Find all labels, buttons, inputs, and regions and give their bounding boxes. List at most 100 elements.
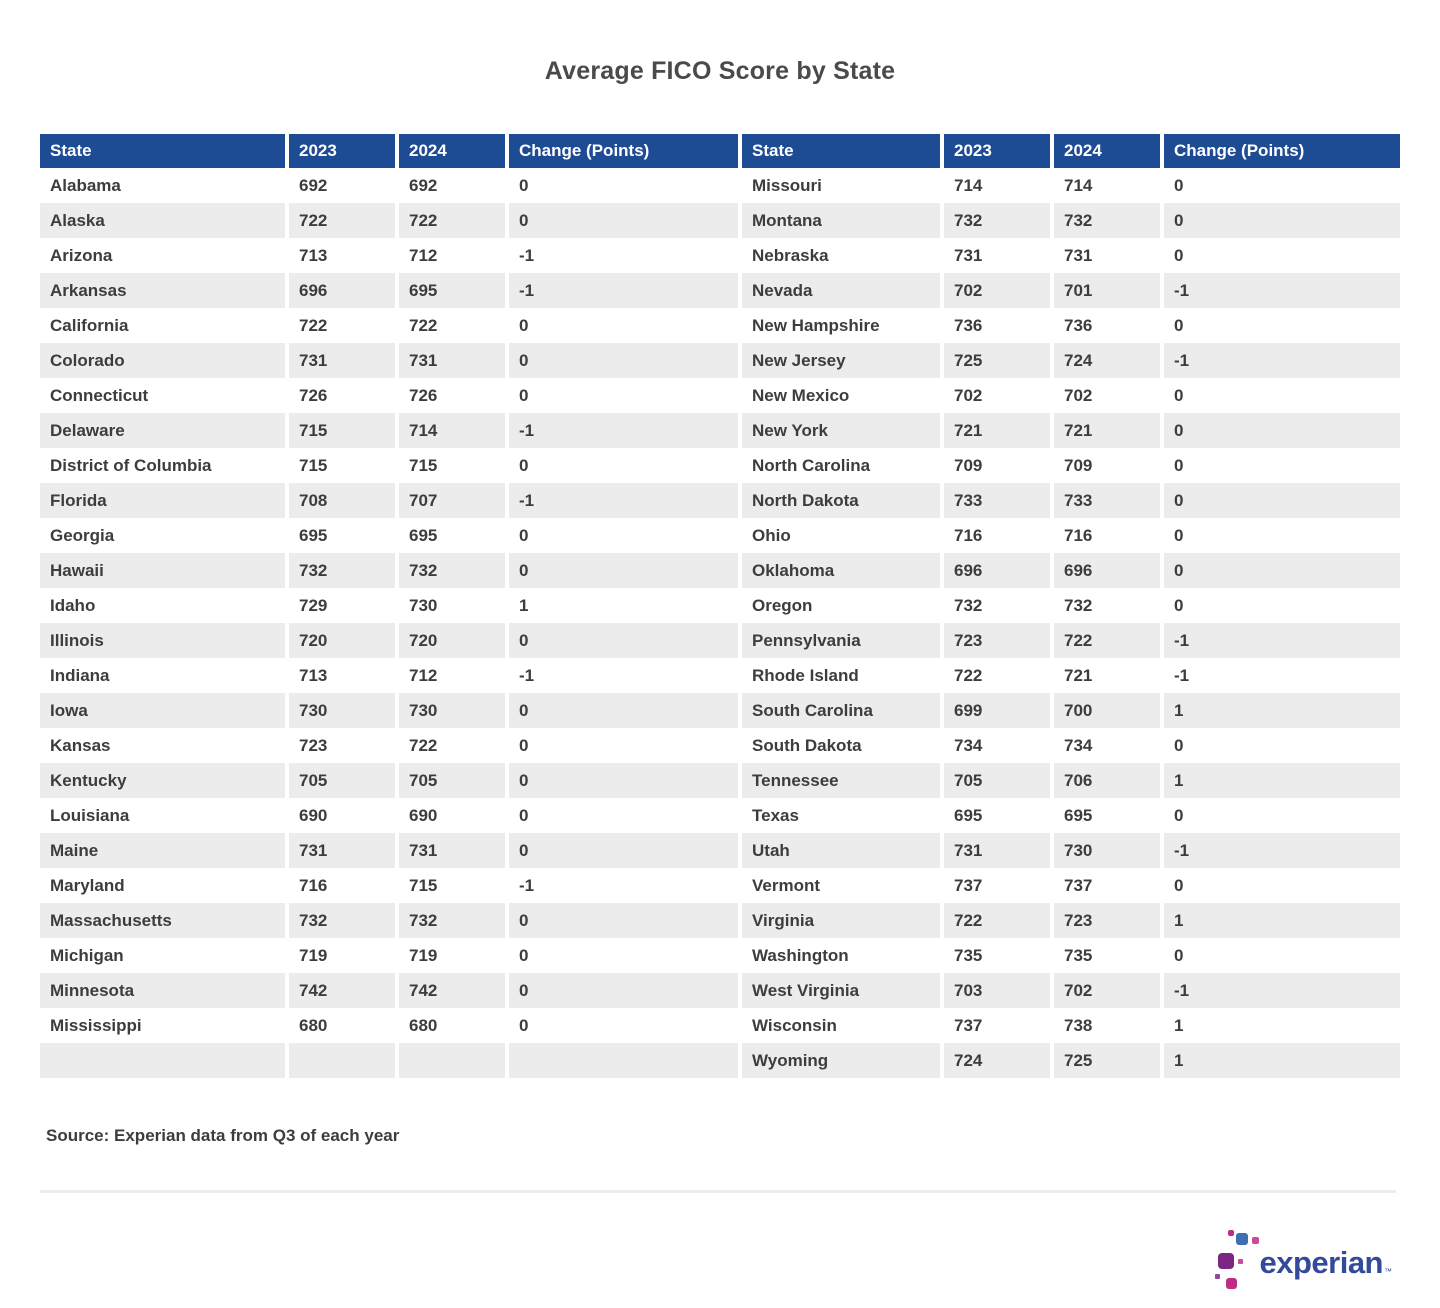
value-cell: 726 [395,378,507,413]
value-cell: -1 [1160,273,1400,308]
value-cell: 0 [505,1008,740,1043]
value-cell: 695 [395,518,507,553]
value-cell: 1 [1160,903,1400,938]
value-cell: 692 [395,168,507,203]
value-cell: 0 [1160,553,1400,588]
value-cell: 0 [505,203,740,238]
experian-logo: experian ™ [1215,1228,1392,1290]
table-row: Mississippi 680 680 0 Wisconsin 737 738 1 [40,1008,1400,1043]
value-cell: 734 [940,728,1052,763]
value-cell: 0 [1160,938,1400,973]
value-cell: 1 [1160,1008,1400,1043]
value-cell: 0 [1160,238,1400,273]
value-cell: -1 [1160,833,1400,868]
value-cell: 734 [1050,728,1162,763]
table-row: Minnesota 742 742 0 West Virginia 703 702 -1 [40,973,1400,1008]
value-cell: 0 [505,728,740,763]
column-header-state-left: State [40,134,287,168]
state-cell: Oregon [738,588,942,623]
value-cell: 732 [395,903,507,938]
state-cell: Kentucky [40,763,287,798]
value-cell: 714 [1050,168,1162,203]
value-cell: 724 [1050,343,1162,378]
fico-score-table: State 2023 2024 Change (Points) State 20… [40,134,1400,1078]
column-header-2024-right: 2024 [1050,134,1162,168]
value-cell: -1 [505,273,740,308]
value-cell: 0 [505,903,740,938]
state-cell: New Mexico [738,378,942,413]
state-cell: New Jersey [738,343,942,378]
value-cell: 724 [940,1043,1052,1078]
value-cell: 722 [395,308,507,343]
value-cell: 695 [285,518,397,553]
value-cell: 706 [1050,763,1162,798]
table-row: Massachusetts 732 732 0 Virginia 722 723 1 [40,903,1400,938]
value-cell: 696 [940,553,1052,588]
state-cell: Wisconsin [738,1008,942,1043]
state-cell: Utah [738,833,942,868]
table-row: Kentucky 705 705 0 Tennessee 705 706 1 [40,763,1400,798]
table-row: Alabama 692 692 0 Missouri 714 714 0 [40,168,1400,203]
value-cell: 0 [505,343,740,378]
value-cell: 695 [1050,798,1162,833]
value-cell: 713 [285,658,397,693]
value-cell: 731 [940,833,1052,868]
table-row: Michigan 719 719 0 Washington 735 735 0 [40,938,1400,973]
value-cell: 1 [1160,763,1400,798]
value-cell: 732 [1050,203,1162,238]
value-cell: 732 [285,553,397,588]
value-cell: 0 [505,553,740,588]
value-cell: 696 [1050,553,1162,588]
value-cell: 707 [395,483,507,518]
value-cell: 0 [1160,798,1400,833]
value-cell [395,1043,507,1078]
value-cell: 730 [395,588,507,623]
state-cell: Ohio [738,518,942,553]
header-row: State 2023 2024 Change (Points) State 20… [40,134,1400,168]
table-row: Florida 708 707 -1 North Dakota 733 733 0 [40,483,1400,518]
value-cell: 716 [1050,518,1162,553]
value-cell: 705 [395,763,507,798]
value-cell: 721 [1050,413,1162,448]
value-cell: 695 [940,798,1052,833]
value-cell: 736 [1050,308,1162,343]
value-cell: 0 [505,798,740,833]
state-cell: South Dakota [738,728,942,763]
value-cell: 695 [395,273,507,308]
column-header-change-left: Change (Points) [505,134,740,168]
experian-sparkle-icon [1215,1228,1261,1290]
state-cell: Colorado [40,343,287,378]
state-cell: Iowa [40,693,287,728]
value-cell: 702 [940,273,1052,308]
value-cell: 701 [1050,273,1162,308]
state-cell: Alaska [40,203,287,238]
state-cell: Florida [40,483,287,518]
state-cell: Wyoming [738,1043,942,1078]
value-cell: 699 [940,693,1052,728]
value-cell: 720 [395,623,507,658]
value-cell: -1 [1160,658,1400,693]
value-cell: 722 [940,658,1052,693]
state-cell: Georgia [40,518,287,553]
value-cell: 0 [505,693,740,728]
column-header-2024-left: 2024 [395,134,507,168]
value-cell: 0 [505,168,740,203]
value-cell: 716 [285,868,397,903]
value-cell: 723 [940,623,1052,658]
value-cell: 0 [1160,308,1400,343]
table-row: Iowa 730 730 0 South Carolina 699 700 1 [40,693,1400,728]
state-cell: New York [738,413,942,448]
value-cell: 680 [285,1008,397,1043]
value-cell: 0 [1160,168,1400,203]
value-cell: 732 [940,203,1052,238]
value-cell: 703 [940,973,1052,1008]
value-cell: 705 [285,763,397,798]
value-cell: 737 [1050,868,1162,903]
value-cell: 730 [395,693,507,728]
value-cell: 692 [285,168,397,203]
state-cell: Rhode Island [738,658,942,693]
table-row: Indiana 713 712 -1 Rhode Island 722 721 -1 [40,658,1400,693]
value-cell: -1 [505,658,740,693]
column-header-2023-right: 2023 [940,134,1052,168]
